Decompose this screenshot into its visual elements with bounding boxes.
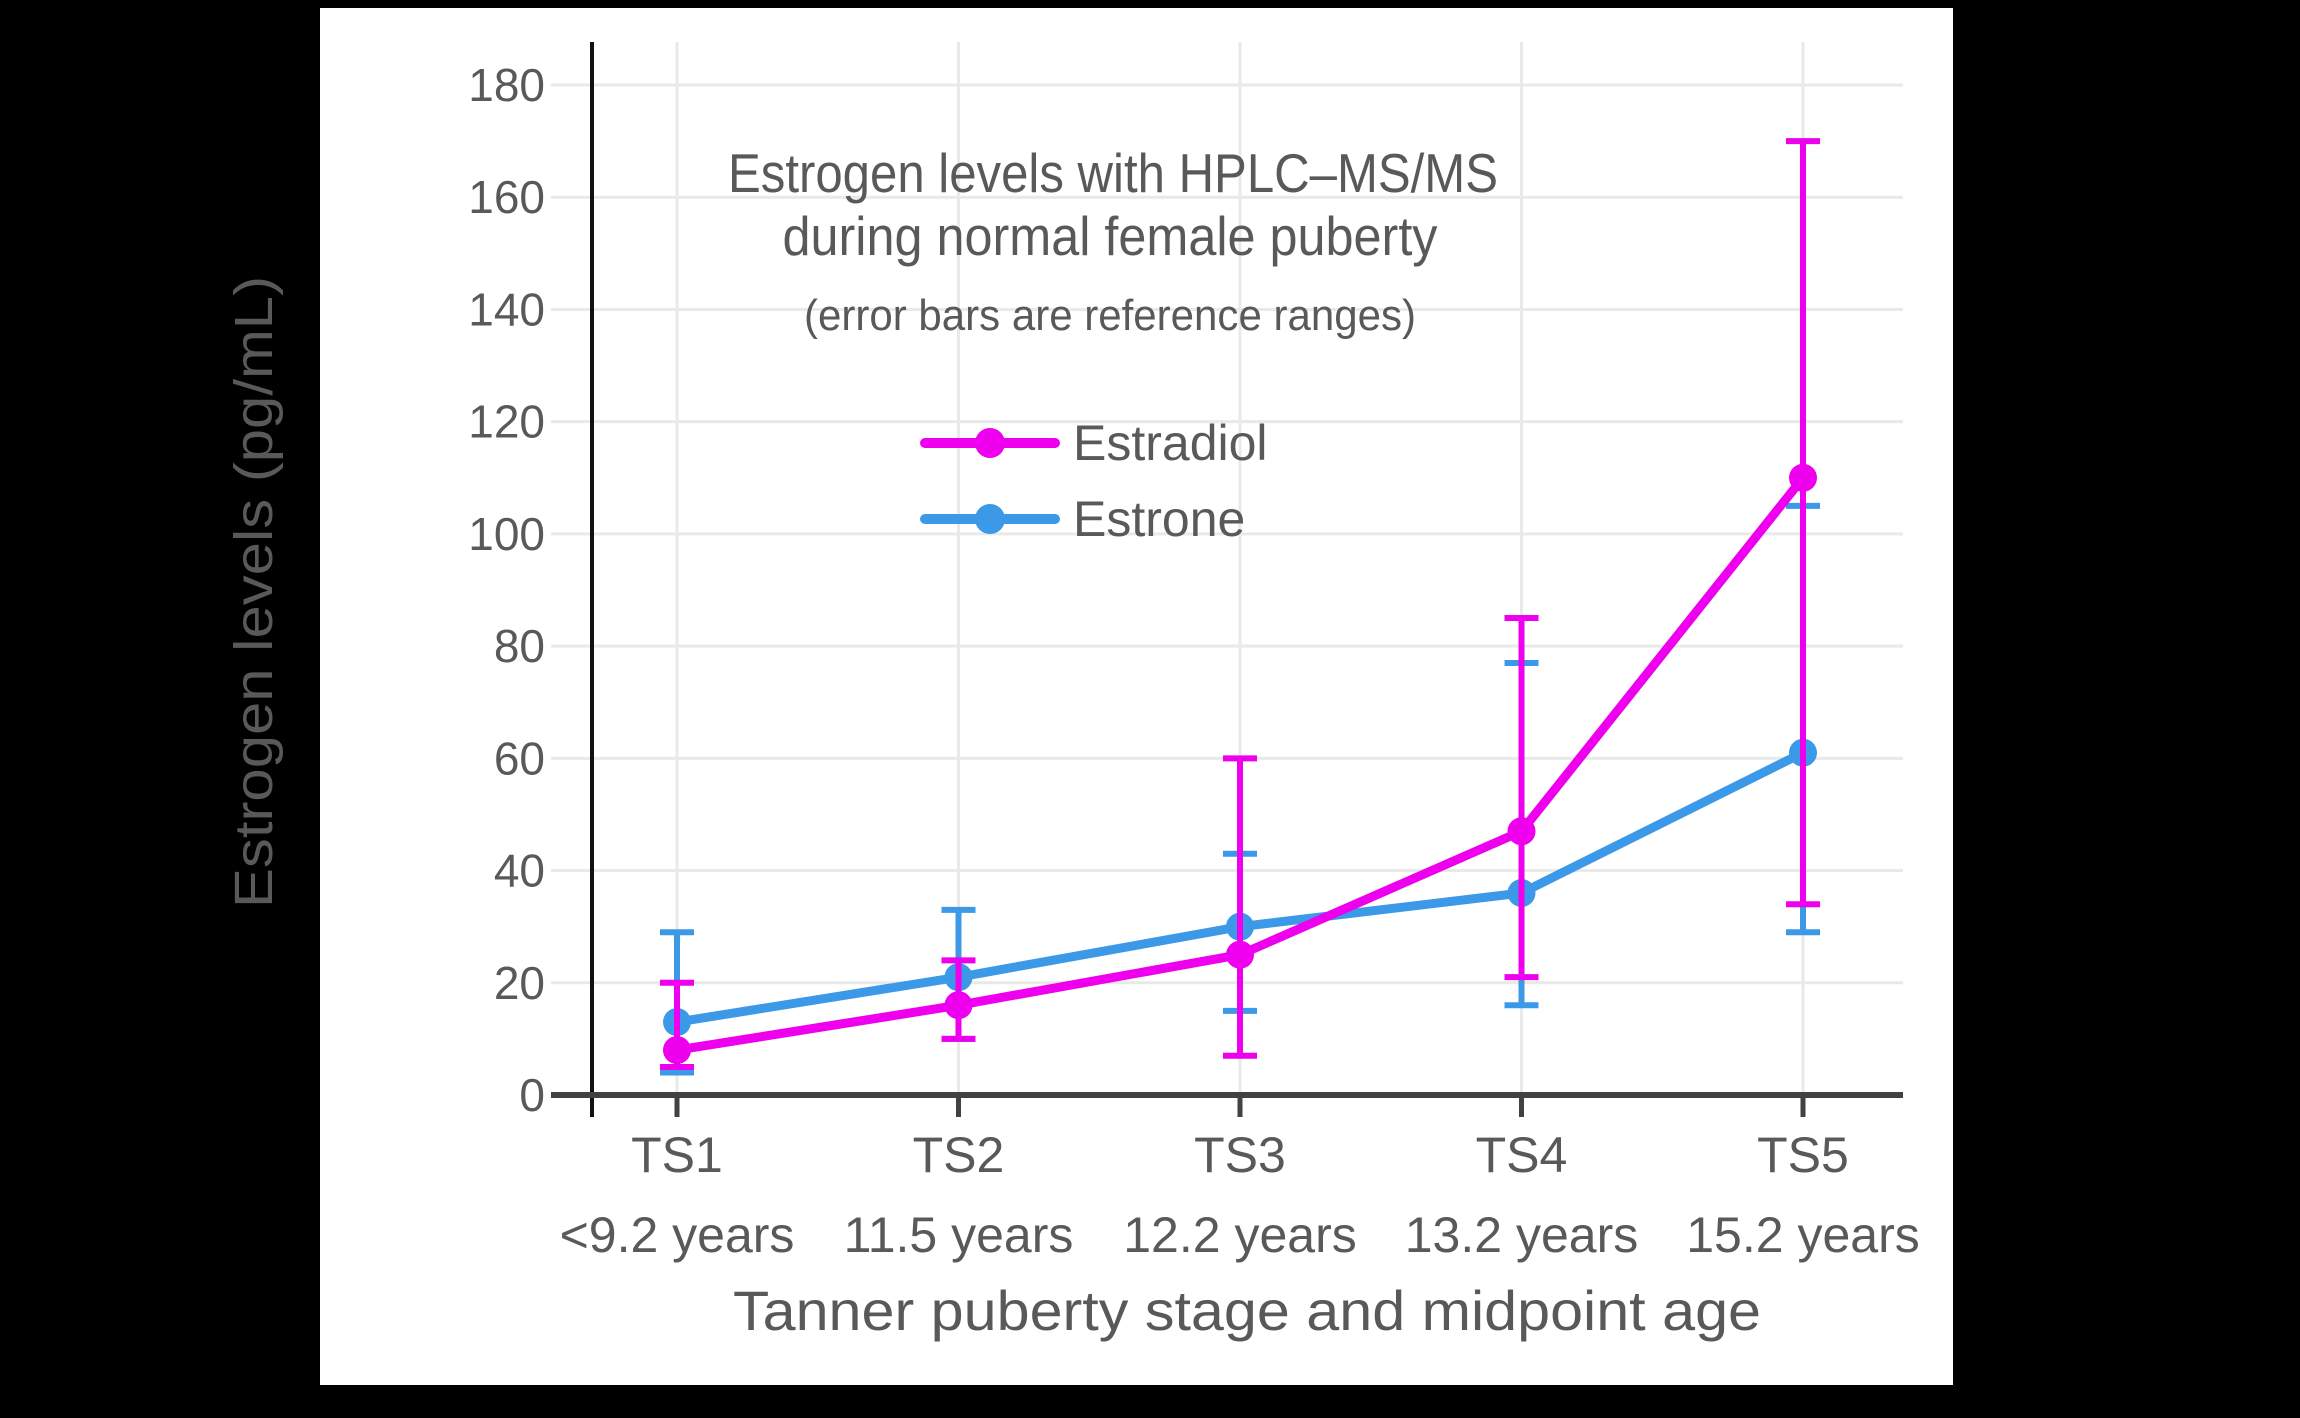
legend-label: Estrone bbox=[1073, 491, 1245, 547]
series-estradiol bbox=[660, 138, 1820, 1070]
legend: Estradiol Estrone bbox=[920, 415, 1268, 547]
x-tick-label: TS5 bbox=[1757, 1127, 1849, 1183]
gridlines bbox=[551, 42, 1903, 1095]
chart-subtitle: (error bars are reference ranges) bbox=[804, 291, 1416, 340]
data-point bbox=[1507, 817, 1536, 846]
y-tick-label: 140 bbox=[468, 283, 545, 335]
y-tick-label: 60 bbox=[494, 732, 545, 784]
y-tick-label: 20 bbox=[494, 957, 545, 1009]
x-tick-sublabel: 12.2 years bbox=[1123, 1207, 1356, 1263]
x-tick-label: TS3 bbox=[1194, 1127, 1286, 1183]
y-tick-label: 100 bbox=[468, 508, 545, 560]
legend-item-estrone: Estrone bbox=[920, 491, 1245, 547]
y-axis-title: Estrogen levels (pg/mL) bbox=[224, 276, 284, 908]
y-tick-label: 40 bbox=[494, 845, 545, 897]
legend-marker-dot bbox=[975, 504, 1005, 534]
category-labels: TS1 <9.2 years TS2 11.5 years TS3 12.2 years T… bbox=[560, 1127, 1920, 1263]
x-tick-label: TS2 bbox=[913, 1127, 1005, 1183]
y-tick-label: 80 bbox=[494, 620, 545, 672]
y-tick-label: 160 bbox=[468, 171, 545, 223]
y-tick-label: 0 bbox=[519, 1069, 545, 1121]
x-tick-label: TS4 bbox=[1476, 1127, 1568, 1183]
x-tick-sublabel: 11.5 years bbox=[844, 1207, 1074, 1263]
data-series bbox=[660, 138, 1820, 1076]
axes bbox=[551, 42, 1903, 1117]
data-point bbox=[944, 991, 973, 1020]
x-tick-label: TS1 bbox=[631, 1127, 723, 1183]
data-point bbox=[663, 1036, 691, 1065]
y-tick-label: 120 bbox=[468, 396, 545, 448]
chart-title-line2: during normal female puberty bbox=[783, 205, 1438, 267]
y-tick-labels: 0 20 40 60 80 100 120 140 160 180 bbox=[468, 59, 545, 1121]
chart-title-line1: Estrogen levels with HPLC–MS/MS bbox=[728, 142, 1498, 204]
x-tick-sublabel: <9.2 years bbox=[560, 1207, 795, 1263]
x-tick-sublabel: 13.2 years bbox=[1405, 1207, 1638, 1263]
x-tick-sublabel: 15.2 years bbox=[1686, 1207, 1919, 1263]
legend-item-estradiol: Estradiol bbox=[920, 415, 1268, 471]
y-tick-label: 180 bbox=[468, 59, 545, 111]
data-point bbox=[1226, 940, 1254, 969]
legend-marker-dot bbox=[975, 428, 1005, 458]
legend-label: Estradiol bbox=[1073, 415, 1268, 471]
x-axis-title: Tanner puberty stage and midpoint age bbox=[733, 1279, 1761, 1342]
data-point bbox=[1789, 463, 1817, 492]
